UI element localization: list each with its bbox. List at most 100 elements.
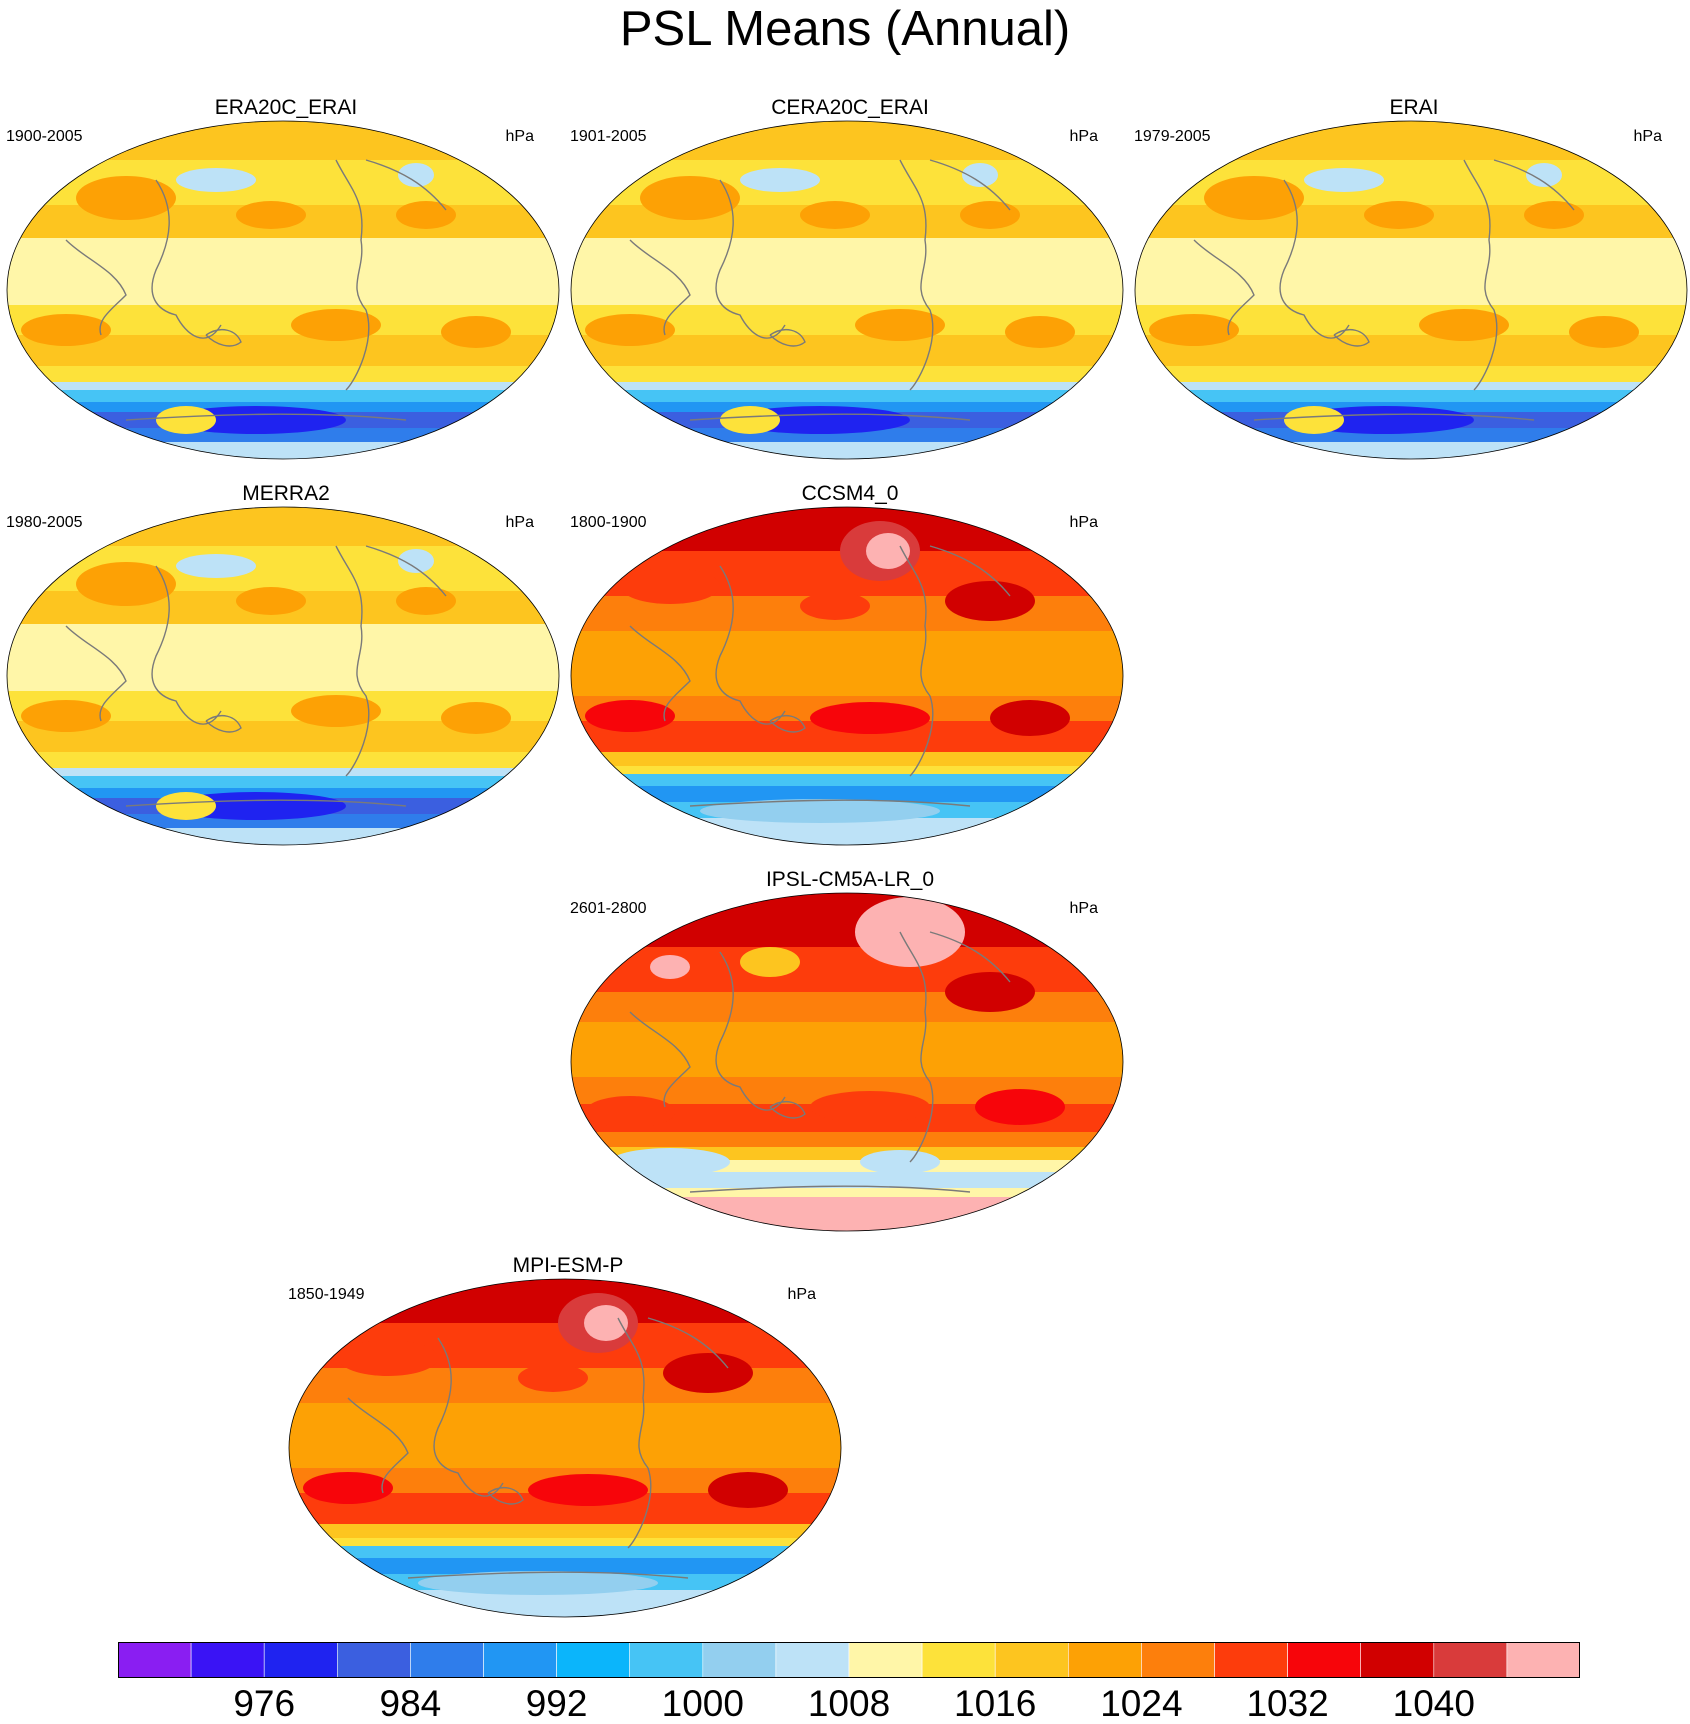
pressure-cell <box>620 568 720 604</box>
colorbar-swatch <box>994 1642 1069 1678</box>
pressure-band <box>7 442 559 459</box>
pressure-band <box>289 1524 841 1539</box>
pressure-band <box>571 1188 1123 1198</box>
panel-title: ERAI <box>1389 96 1439 119</box>
colorbar-swatch <box>337 1642 411 1678</box>
colorbar-tick-label: 976 <box>233 1683 296 1724</box>
pressure-band <box>571 366 1123 383</box>
map-svg <box>1134 120 1688 460</box>
coastline <box>929 159 1011 211</box>
coastline <box>1493 159 1575 211</box>
pressure-cell <box>303 1472 393 1504</box>
pressure-cell <box>291 695 381 727</box>
colorbar-tick-label: 1040 <box>1392 1683 1475 1724</box>
pressure-band <box>1135 382 1687 391</box>
map-outline <box>6 120 560 460</box>
map-outline <box>570 120 1124 460</box>
colorbar-swatch <box>1067 1642 1142 1678</box>
map-panel: ERA20C_ERAI 1900-2005 hPa <box>6 96 566 486</box>
pressure-band <box>289 1538 841 1547</box>
panel-units: hPa <box>1069 900 1098 917</box>
pressure-band <box>571 992 1123 1023</box>
panel-title: IPSL-CM5A-LR_0 <box>765 868 935 891</box>
panel-period: 1980-2005 <box>6 514 83 531</box>
colorbar-tick-label: 1032 <box>1246 1683 1329 1724</box>
coastline <box>1333 328 1370 347</box>
pressure-cell <box>236 587 306 615</box>
pressure-band <box>7 382 559 391</box>
colorbar-swatch <box>1433 1642 1508 1678</box>
map-outline <box>1134 120 1688 460</box>
colorbar-tick-label: 1024 <box>1100 1683 1183 1724</box>
pressure-cell <box>800 201 870 229</box>
pressure-cell <box>528 1474 648 1506</box>
colorbar-swatch <box>263 1642 338 1678</box>
pressure-cell <box>720 406 780 434</box>
colorbar-swatch <box>702 1642 777 1678</box>
coastline <box>487 1486 524 1505</box>
colorbar-frame <box>118 1642 1580 1678</box>
pressure-cell <box>418 1571 658 1595</box>
pressure-band <box>1135 442 1687 459</box>
pressure-cell <box>663 1353 753 1393</box>
pressure-cell <box>1005 316 1075 348</box>
colorbar-swatch <box>629 1642 704 1678</box>
pressure-band <box>7 238 559 306</box>
pressure-cell <box>1364 201 1434 229</box>
map-panel: ERAI 1979-2005 hPa <box>1134 96 1690 486</box>
coastline <box>347 1397 409 1494</box>
coastline <box>335 159 370 391</box>
coastline <box>65 239 127 336</box>
pressure-band <box>7 624 559 692</box>
coastline <box>629 1011 691 1108</box>
panel-title: CCSM4_0 <box>801 482 899 505</box>
coastline <box>715 565 786 725</box>
map-field <box>571 893 1123 1231</box>
pressure-band <box>571 1022 1123 1078</box>
map-panel: IPSL-CM5A-LR_0 2601-2800 hPa <box>570 868 1130 1258</box>
panel-units: hPa <box>787 1286 816 1303</box>
coastline <box>769 328 806 347</box>
map-svg <box>6 120 560 460</box>
pressure-cell <box>76 562 176 606</box>
map-field <box>7 121 559 459</box>
pressure-band <box>7 776 559 789</box>
coastline <box>335 545 370 777</box>
pressure-cell <box>236 201 306 229</box>
panel-units: hPa <box>505 514 534 531</box>
pressure-band <box>571 893 1123 948</box>
map-outline <box>570 892 1124 1232</box>
map-outline <box>570 506 1124 846</box>
pressure-cell <box>1419 309 1509 341</box>
map-panel: CCSM4_0 1800-1900 hPa <box>570 482 1130 872</box>
pressure-band <box>1135 238 1687 306</box>
map-field <box>571 507 1123 845</box>
colorbar-swatch <box>1214 1642 1288 1678</box>
pressure-cell <box>700 799 940 823</box>
pressure-cell <box>584 1305 628 1341</box>
pressure-band <box>289 1403 841 1469</box>
colorbar-swatch <box>1141 1642 1215 1678</box>
map-field <box>1135 121 1687 459</box>
coastline <box>929 545 1011 597</box>
pressure-cell <box>291 309 381 341</box>
pressure-band <box>571 1197 1123 1231</box>
pressure-cell <box>990 700 1070 736</box>
colorbar-tick-label: 1016 <box>954 1683 1037 1724</box>
map-field <box>571 121 1123 459</box>
pressure-cell <box>1304 168 1384 192</box>
pressure-cell <box>962 163 998 187</box>
pressure-cell <box>1569 316 1639 348</box>
pressure-band <box>571 774 1123 787</box>
colorbar-swatch <box>1287 1642 1361 1678</box>
pressure-band <box>571 442 1123 459</box>
pressure-cell <box>1204 176 1304 220</box>
pressure-cell <box>585 314 675 346</box>
coastline <box>715 179 786 339</box>
panel-period: 1979-2005 <box>1134 128 1211 145</box>
coastline <box>899 545 934 777</box>
coastline <box>629 239 691 336</box>
map-panel: CERA20C_ERAI 1901-2005 hPa <box>570 96 1130 486</box>
pressure-cell <box>866 533 910 569</box>
pressure-band <box>571 238 1123 306</box>
